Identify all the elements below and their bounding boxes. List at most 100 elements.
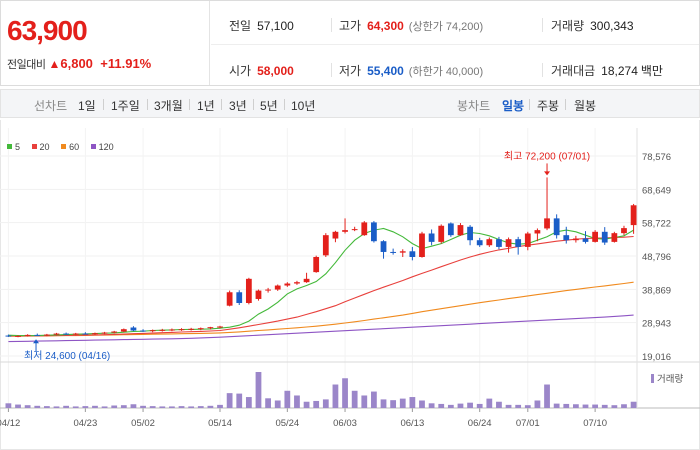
candle-body [553, 218, 560, 236]
candle-body [476, 240, 483, 246]
quote-panel: 63,900 전일대비 ▲6,800 +11.91% 전일 57,100 고가 64,… [0, 0, 700, 86]
price-summary: 63,900 전일대비 ▲6,800 +11.91% [1, 1, 210, 85]
volume-bar [72, 406, 79, 408]
volume-bar [111, 405, 118, 408]
up-arrow-icon: ▲ [48, 57, 61, 71]
volume-bar [390, 400, 397, 408]
current-price: 63,900 [7, 15, 88, 46]
volume-value: 300,343 [590, 19, 634, 33]
candle-daily-button[interactable]: 일봉 [502, 99, 525, 113]
volume-label: 거래량 [657, 373, 683, 385]
volume-bar [43, 406, 50, 408]
candle-body [101, 332, 108, 334]
volume-bar [601, 404, 608, 408]
volume-bar [524, 405, 531, 408]
period-10y-button[interactable]: 10년 [291, 99, 316, 113]
volume-bar [457, 403, 464, 408]
prev-close-value: 57,100 [257, 19, 294, 33]
volume-bar [5, 403, 12, 408]
volume-bar [53, 406, 60, 408]
y-tick-label: 28,943 [642, 319, 671, 330]
low-label: 저가 [339, 64, 362, 78]
volume-summary: 거래량 300,343 [551, 17, 634, 34]
volume-bar [438, 403, 445, 408]
volume-bar [159, 406, 166, 408]
volume-bar [274, 400, 281, 408]
volume-bar [409, 397, 416, 408]
candle-body [236, 292, 243, 303]
candle-body [15, 335, 21, 337]
x-tick-label: 07/01 [516, 418, 540, 429]
candle-body [486, 239, 493, 246]
x-tick-label: 04/23 [73, 418, 97, 429]
change-value: 6,800 [60, 56, 93, 71]
candle-monthly-button[interactable]: 월봉 [574, 99, 597, 113]
volume-bar [380, 399, 387, 408]
period-1y-button[interactable]: 1년 [197, 99, 215, 113]
legend-swatch [90, 144, 96, 149]
x-tick-label: 05/24 [275, 418, 299, 429]
candle-body [428, 233, 435, 242]
legend-ma5: 5 [7, 142, 20, 152]
legend-swatch [31, 144, 37, 149]
trade-value-label: 거래대금 [551, 64, 596, 78]
candle-body [149, 330, 156, 332]
low-price: 저가 55,400 (하한가 40,000) [339, 62, 483, 79]
period-3m-button[interactable]: 3개월 [154, 99, 183, 113]
period-5y-button[interactable]: 5년 [260, 99, 278, 113]
candle-body [380, 241, 387, 252]
candle-body [294, 282, 300, 284]
volume-bar [553, 403, 560, 408]
candle-body [226, 292, 233, 306]
divider [253, 99, 254, 110]
legend-swatch [61, 144, 67, 149]
candle-body [63, 333, 69, 335]
ma60-line [8, 281, 634, 337]
volume-bar [207, 405, 214, 408]
y-tick-label: 58,722 [642, 219, 671, 230]
high-price: 고가 64,300 (상한가 74,200) [339, 17, 483, 34]
candle-body [611, 233, 618, 242]
candle-body [399, 251, 406, 253]
period-1w-button[interactable]: 1주일 [111, 99, 140, 113]
high-arrow-head [544, 171, 551, 176]
volume-bar [63, 405, 69, 408]
candle-body [582, 238, 589, 242]
volume-bar [245, 397, 252, 408]
candle-body [120, 329, 127, 332]
line-chart-label: 선차트 [34, 99, 68, 113]
ma-legend: 5 20 60 120 [7, 142, 123, 152]
chart-toolbar: 선차트 1일 1주일 3개월 1년 3년 5년 10년 봉차트 일봉 주봉 월봉 [0, 89, 700, 118]
candle-body [303, 278, 310, 283]
candle-body [197, 328, 204, 330]
candle-body [544, 218, 550, 229]
volume-bar [322, 399, 329, 408]
period-3y-button[interactable]: 3년 [229, 99, 247, 113]
period-1d-button[interactable]: 1일 [78, 99, 96, 113]
x-tick-label: 06/03 [333, 418, 357, 429]
volume-bar [130, 404, 137, 408]
candle-body [82, 333, 89, 335]
candle-body [573, 238, 579, 241]
divider [542, 18, 543, 32]
legend-ma20: 20 [31, 142, 50, 152]
open-value: 58,000 [257, 64, 294, 78]
candle-body [621, 228, 627, 234]
candle-body [265, 289, 271, 291]
divider [565, 99, 566, 110]
candle-weekly-button[interactable]: 주봉 [537, 99, 560, 113]
candle-body [140, 330, 146, 332]
volume-bar [419, 400, 425, 408]
open-price: 시가 58,000 [229, 62, 294, 79]
volume-bar [534, 400, 541, 408]
candle-body [34, 334, 41, 336]
volume-bar [34, 405, 41, 408]
lower-limit: (하한가 40,000) [408, 66, 484, 78]
candle-body [284, 283, 291, 286]
candle-body [53, 333, 60, 335]
volume-bar [332, 384, 339, 408]
low-annotation: 최저 24,600 (04/16) [24, 350, 110, 362]
prev-close-label: 전일 [229, 19, 252, 33]
volume-legend-swatch [651, 374, 654, 383]
